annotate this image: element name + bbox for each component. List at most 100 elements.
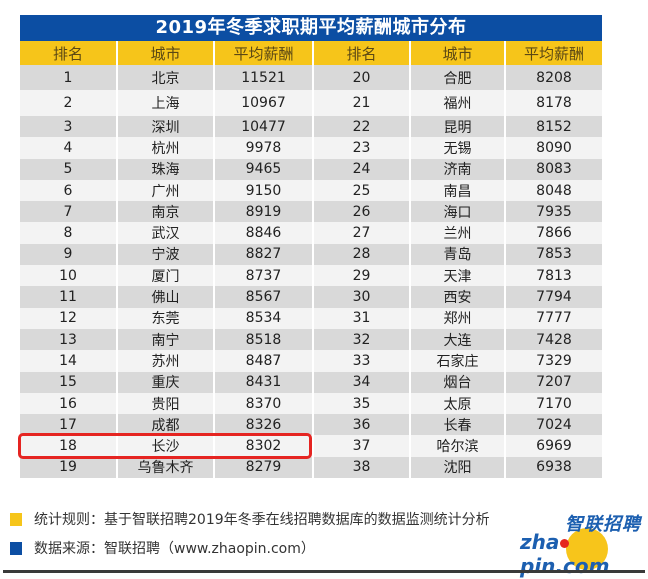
- rank-cell: 16: [20, 392, 118, 415]
- rank-cell: 1: [20, 65, 118, 90]
- city-cell: 南京: [117, 201, 215, 223]
- salary-table: 排名 城市 平均薪酬 排名 城市 平均薪酬 1 北京 11521 20 合肥 8208 2 上…: [20, 41, 602, 479]
- salary-cell: 8208: [505, 65, 602, 90]
- table-row: 2 上海 10967 21 福州 8178: [20, 90, 602, 116]
- highlight-box-changsha: [18, 433, 312, 459]
- rank-cell: 7: [20, 201, 118, 223]
- zhaopin-logo: 智联招聘 zhapin.com: [520, 510, 645, 578]
- rank-cell: 37: [313, 435, 411, 457]
- table-row: 13 南宁 8518 32 大连 7428: [20, 328, 602, 351]
- rank-cell: 29: [313, 265, 411, 287]
- salary-cell: 8534: [214, 307, 314, 329]
- city-cell: 上海: [117, 90, 215, 116]
- salary-cell: 8827: [214, 243, 314, 266]
- rank-cell: 8: [20, 222, 118, 244]
- salary-cell: 7813: [505, 265, 602, 287]
- footer-rule-text: 统计规则：基于智联招聘2019年冬季在线招聘数据库的数据监测统计分析: [34, 512, 490, 528]
- salary-cell: 8370: [214, 392, 314, 415]
- rank-cell: 35: [313, 392, 411, 415]
- rank-cell: 10: [20, 265, 118, 287]
- table-row: 16 贵阳 8370 35 太原 7170: [20, 392, 602, 415]
- city-cell: 佛山: [117, 286, 215, 308]
- table-row: 10 厦门 8737 29 天津 7813: [20, 265, 602, 287]
- salary-cell: 8178: [505, 90, 602, 116]
- table-row: 18 长沙 8302 37 哈尔滨 6969: [20, 435, 602, 457]
- salary-cell: 7866: [505, 222, 602, 244]
- header-salary-right: 平均薪酬: [505, 41, 602, 65]
- salary-cell: 7207: [505, 371, 602, 393]
- salary-cell: 8279: [214, 456, 314, 479]
- salary-cell: 7935: [505, 201, 602, 223]
- table-row: 15 重庆 8431 34 烟台 7207: [20, 371, 602, 393]
- city-cell: 青岛: [410, 243, 506, 266]
- footer-source-line: 数据来源：智联招聘（www.zhaopin.com）: [10, 538, 315, 558]
- rank-cell: 14: [20, 350, 118, 372]
- rank-cell: 6: [20, 179, 118, 202]
- header-rank-left: 排名: [20, 41, 118, 65]
- salary-cell: 7853: [505, 243, 602, 266]
- city-cell: 长春: [410, 414, 506, 436]
- table-row: 19 乌鲁木齐 8279 38 沈阳 6938: [20, 456, 602, 479]
- salary-cell: 8302: [214, 435, 314, 457]
- city-cell: 太原: [410, 392, 506, 415]
- logo-sun-icon: [566, 528, 608, 570]
- rank-cell: 24: [313, 158, 411, 180]
- city-cell: 东莞: [117, 307, 215, 329]
- rank-cell: 28: [313, 243, 411, 266]
- salary-cell: 8048: [505, 179, 602, 202]
- logo-english-text: zhapin.com: [520, 530, 645, 578]
- city-cell: 贵阳: [117, 392, 215, 415]
- city-cell: 无锡: [410, 137, 506, 159]
- table-row: 5 珠海 9465 24 济南 8083: [20, 158, 602, 180]
- salary-cell: 7024: [505, 414, 602, 436]
- salary-cell: 11521: [214, 65, 314, 90]
- rank-cell: 31: [313, 307, 411, 329]
- header-city-left: 城市: [117, 41, 215, 65]
- rank-cell: 33: [313, 350, 411, 372]
- table-row: 1 北京 11521 20 合肥 8208: [20, 65, 602, 90]
- city-cell: 深圳: [117, 116, 215, 138]
- rank-cell: 32: [313, 328, 411, 351]
- city-cell: 天津: [410, 265, 506, 287]
- city-cell: 北京: [117, 65, 215, 90]
- city-cell: 厦门: [117, 265, 215, 287]
- yellow-legend-square-icon: [10, 512, 22, 526]
- logo-english-pre: zha: [520, 530, 560, 554]
- salary-cell: 8487: [214, 350, 314, 372]
- city-cell: 武汉: [117, 222, 215, 244]
- salary-cell: 8083: [505, 158, 602, 180]
- rank-cell: 9: [20, 243, 118, 266]
- city-cell: 广州: [117, 179, 215, 202]
- salary-cell: 9150: [214, 179, 314, 202]
- logo-red-dot-icon: [560, 539, 570, 548]
- rank-cell: 21: [313, 90, 411, 116]
- city-cell: 兰州: [410, 222, 506, 244]
- city-cell: 重庆: [117, 371, 215, 393]
- salary-cell: 8090: [505, 137, 602, 159]
- salary-cell: 8431: [214, 371, 314, 393]
- city-cell: 西安: [410, 286, 506, 308]
- rank-cell: 25: [313, 179, 411, 202]
- rank-cell: 26: [313, 201, 411, 223]
- table-row: 6 广州 9150 25 南昌 8048: [20, 179, 602, 202]
- salary-cell: 8737: [214, 265, 314, 287]
- city-cell: 杭州: [117, 137, 215, 159]
- salary-cell: 8567: [214, 286, 314, 308]
- rank-cell: 17: [20, 414, 118, 436]
- salary-cell: 9465: [214, 158, 314, 180]
- rank-cell: 15: [20, 371, 118, 393]
- rank-cell: 30: [313, 286, 411, 308]
- blue-legend-square-icon: [10, 541, 22, 555]
- city-cell: 成都: [117, 414, 215, 436]
- city-cell: 大连: [410, 328, 506, 351]
- salary-cell: 6969: [505, 435, 602, 457]
- header-salary-left: 平均薪酬: [214, 41, 314, 65]
- city-cell: 海口: [410, 201, 506, 223]
- salary-cell: 10477: [214, 116, 314, 138]
- header-row: 排名 城市 平均薪酬 排名 城市 平均薪酬: [20, 41, 602, 65]
- table-row: 12 东莞 8534 31 郑州 7777: [20, 307, 602, 329]
- city-cell: 福州: [410, 90, 506, 116]
- rank-cell: 23: [313, 137, 411, 159]
- city-cell: 烟台: [410, 371, 506, 393]
- table-row: 11 佛山 8567 30 西安 7794: [20, 286, 602, 308]
